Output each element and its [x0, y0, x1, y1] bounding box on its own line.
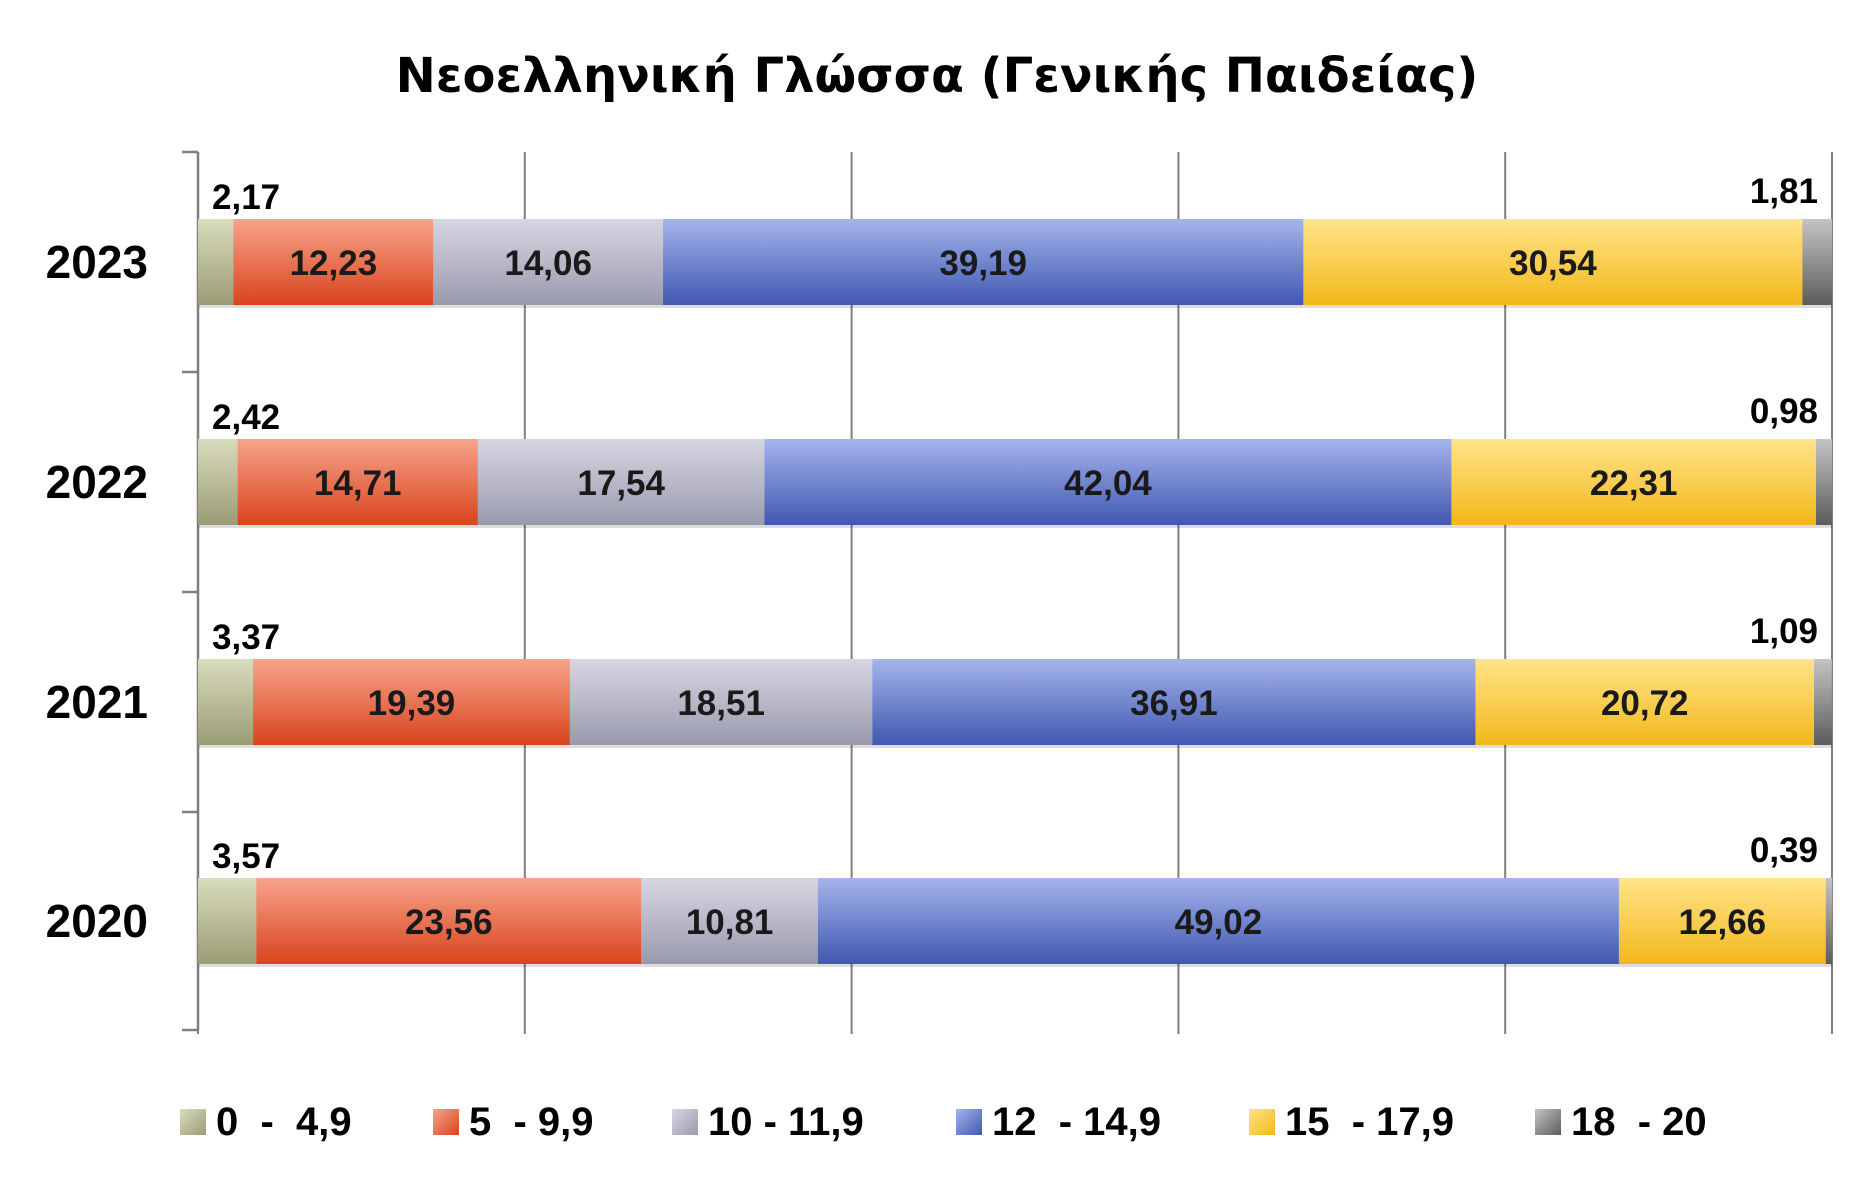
data-label: 3,37	[212, 618, 280, 657]
bar-segment	[1825, 878, 1833, 964]
data-label: 17,54	[577, 464, 665, 503]
legend-swatch	[672, 1109, 698, 1135]
data-label: 19,39	[368, 684, 456, 723]
y-tick-label: 2023	[46, 236, 148, 288]
bar-segment	[233, 219, 434, 305]
bar-segment	[477, 439, 765, 525]
data-label: 1,81	[1750, 172, 1818, 211]
data-label: 0,98	[1750, 392, 1818, 431]
bar-segment	[663, 219, 1304, 305]
data-label: 39,19	[939, 244, 1027, 283]
bar-segment	[1814, 659, 1832, 745]
legend-label: 5 - 9,9	[469, 1100, 594, 1144]
bar-segment	[1475, 659, 1815, 745]
data-label: 12,23	[290, 244, 378, 283]
data-label: 42,04	[1064, 464, 1152, 503]
data-label: 14,71	[314, 464, 402, 503]
bar-segment	[198, 439, 238, 525]
bar-segment	[641, 878, 818, 964]
legend-swatch	[433, 1109, 459, 1135]
legend-label: 0 - 4,9	[216, 1100, 352, 1144]
data-label: 49,02	[1175, 903, 1263, 942]
legend: 0 - 4,9 5 - 9,9 10 - 11,9 12 - 14,9 15 - 17,…	[180, 1100, 1707, 1144]
bar-segment	[198, 219, 234, 305]
bar-segment	[1618, 878, 1826, 964]
chart-title: Νεοελληνική Γλώσσα (Γενικής Παιδείας)	[396, 48, 1479, 104]
bar-segment	[1303, 219, 1803, 305]
data-label: 2,42	[212, 398, 280, 437]
data-labels: 2,17 12,23 14,06 39,19 30,54 1,81 2,42 14,71 17,…	[212, 172, 1818, 942]
data-label: 2,17	[212, 178, 280, 217]
legend-label: 18 - 20	[1571, 1100, 1707, 1144]
legend-swatch	[1249, 1109, 1275, 1135]
bar-segment	[1802, 219, 1832, 305]
bar-segment	[433, 219, 664, 305]
bars	[198, 219, 1833, 967]
data-label: 20,72	[1601, 684, 1689, 723]
legend-swatch	[956, 1109, 982, 1135]
data-label: 22,31	[1590, 464, 1678, 503]
data-label: 36,91	[1130, 684, 1218, 723]
data-label: 1,09	[1750, 612, 1818, 651]
bar-segment	[764, 439, 1452, 525]
legend-label: 12 - 14,9	[992, 1100, 1161, 1144]
legend-label: 10 - 11,9	[708, 1100, 864, 1144]
data-label: 14,06	[504, 244, 592, 283]
data-label: 3,57	[212, 837, 280, 876]
bar-segment	[1815, 439, 1832, 525]
y-tick-label: 2021	[46, 676, 148, 728]
data-label: 0,39	[1750, 831, 1818, 870]
data-label: 10,81	[686, 903, 774, 942]
bar-segment	[817, 878, 1619, 964]
y-tick-label: 2020	[46, 895, 148, 947]
bar-segment	[1451, 439, 1816, 525]
bar-segment	[256, 878, 642, 964]
legend-label: 15 - 17,9	[1285, 1100, 1454, 1144]
y-tick-label: 2022	[46, 456, 148, 508]
bar-segment	[569, 659, 873, 745]
bar-segment	[872, 659, 1476, 745]
legend-swatch	[1535, 1109, 1561, 1135]
data-label: 12,66	[1679, 903, 1767, 942]
data-label: 23,56	[405, 903, 493, 942]
data-label: 30,54	[1509, 244, 1597, 283]
bar-segment	[198, 659, 254, 745]
bar-segment	[198, 878, 257, 964]
bar-segment	[237, 439, 478, 525]
axes: 2023 2022 2021 2020	[46, 150, 200, 1032]
data-label: 18,51	[677, 684, 765, 723]
legend-swatch	[180, 1109, 206, 1135]
bar-segment	[253, 659, 570, 745]
